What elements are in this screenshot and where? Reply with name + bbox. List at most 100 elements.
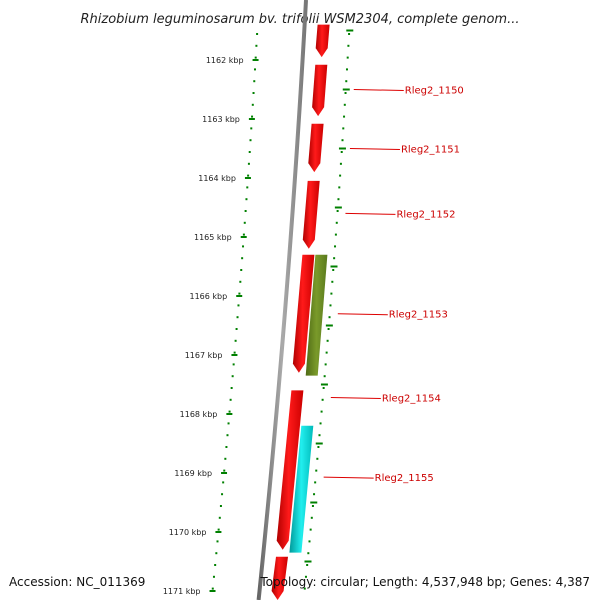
scale-dot	[248, 151, 251, 153]
scale-dot	[325, 351, 328, 354]
scale-dot	[346, 56, 349, 59]
scale-dot	[247, 174, 250, 177]
scale-dot	[240, 269, 243, 271]
scale-dot	[326, 339, 329, 342]
gene-label: Rleg2_1152	[396, 209, 455, 220]
scale-dot	[327, 328, 330, 330]
scale-dot	[216, 540, 219, 543]
scale-dot	[217, 528, 220, 531]
tick-label: 1167 kbp	[185, 351, 223, 360]
scale-dot	[323, 375, 326, 378]
scale-dot	[222, 481, 225, 484]
scale-dot	[324, 363, 327, 366]
scale-dot	[330, 292, 333, 295]
accession-text: Accession: NC_011369	[9, 575, 145, 589]
scale-dot	[306, 564, 309, 566]
gene-label: Rleg2_1150	[405, 86, 464, 97]
tick-label: 1170 kbp	[169, 528, 207, 537]
scale-dot	[251, 115, 254, 118]
map-title: Rhizobium leguminosarum bv. trifolii WSM…	[81, 12, 520, 27]
scale-dot	[246, 186, 249, 189]
scale-dot	[227, 422, 230, 425]
scale-dot	[212, 575, 215, 578]
scale-dot	[242, 233, 245, 236]
gene-label-line	[330, 396, 381, 399]
scale-dot	[342, 127, 345, 130]
scale-dot	[211, 587, 214, 590]
scale-dot	[214, 564, 217, 566]
scale-dot	[237, 304, 240, 307]
scale-dot	[243, 221, 246, 224]
track-dots	[211, 29, 354, 590]
scale-dot	[242, 245, 245, 248]
gene-label-line	[337, 313, 388, 316]
tick-label: 1164 kbp	[198, 174, 236, 183]
scale-dot	[336, 210, 339, 212]
forward-gene-arrow	[271, 556, 288, 600]
tick-label: 1169 kbp	[174, 469, 212, 478]
scale-dot	[215, 552, 218, 555]
scale-dot	[345, 68, 348, 71]
gene-label-line	[349, 148, 400, 150]
kbp-ticks: 1162 kbp 1163 kbp 1164 kbp 1165 kbp 1166 kbp…	[163, 56, 259, 596]
scale-dot	[303, 587, 306, 590]
scale-dot	[231, 375, 234, 378]
scale-dot	[348, 33, 351, 35]
gene-label: Rleg2_1153	[389, 310, 448, 321]
scale-dot	[307, 552, 310, 555]
scale-dot	[219, 505, 222, 507]
scale-dot	[233, 351, 236, 354]
scale-dot	[256, 33, 259, 35]
backbone-line	[256, 0, 308, 600]
scale-dot	[341, 139, 344, 142]
scale-dot	[224, 457, 227, 460]
scale-dot	[238, 292, 241, 295]
forward-gene-arrow	[308, 123, 324, 173]
scale-dot	[249, 139, 252, 142]
scale-dot	[218, 516, 221, 519]
forward-gene-arrow	[312, 64, 328, 117]
forward-gene-arrow	[292, 254, 315, 373]
reverse-gene-block	[289, 425, 314, 553]
reverse-gene-block	[305, 254, 328, 376]
scale-dot	[340, 151, 343, 153]
scale-dot	[331, 280, 334, 283]
gene-label: Rleg2_1155	[375, 473, 434, 484]
scale-dot	[335, 221, 338, 224]
forward-gene-arrow	[276, 390, 304, 550]
scale-dot	[225, 446, 228, 448]
scale-dot	[329, 304, 332, 307]
scale-dot	[223, 469, 226, 472]
scale-dot	[320, 410, 323, 413]
scale-dot	[230, 387, 233, 389]
tick-label: 1165 kbp	[194, 233, 232, 242]
genome-summary-text: Topology: circular; Length: 4,537,948 bp…	[259, 575, 590, 589]
scale-dot	[244, 210, 247, 212]
scale-dot	[253, 68, 256, 71]
scale-dot	[309, 528, 312, 531]
tick-label: 1168 kbp	[180, 410, 218, 419]
scale-dot	[344, 92, 347, 94]
scale-dot	[339, 174, 342, 177]
gene-labels: Rleg2_1150 Rleg2_1151 Rleg2_1152 Rleg2_1153…	[323, 86, 464, 484]
scale-dot	[310, 516, 313, 519]
scale-dot	[228, 410, 231, 413]
scale-dot	[239, 280, 242, 283]
scale-dot	[334, 233, 337, 236]
scale-dot	[254, 56, 257, 59]
scale-dot	[319, 422, 322, 425]
tick-label: 1166 kbp	[190, 292, 228, 301]
scale-dot	[250, 127, 253, 130]
forward-gene-arrow	[302, 180, 320, 249]
scale-dot	[221, 493, 224, 496]
scale-dot	[322, 387, 325, 389]
scale-dot	[321, 398, 324, 401]
scale-dot	[345, 80, 348, 83]
scale-dot	[232, 363, 235, 366]
tick-label: 1171 kbp	[163, 587, 201, 596]
forward-gene-arrow	[315, 24, 330, 58]
scale-dot	[314, 481, 317, 484]
scale-dot	[251, 103, 254, 106]
